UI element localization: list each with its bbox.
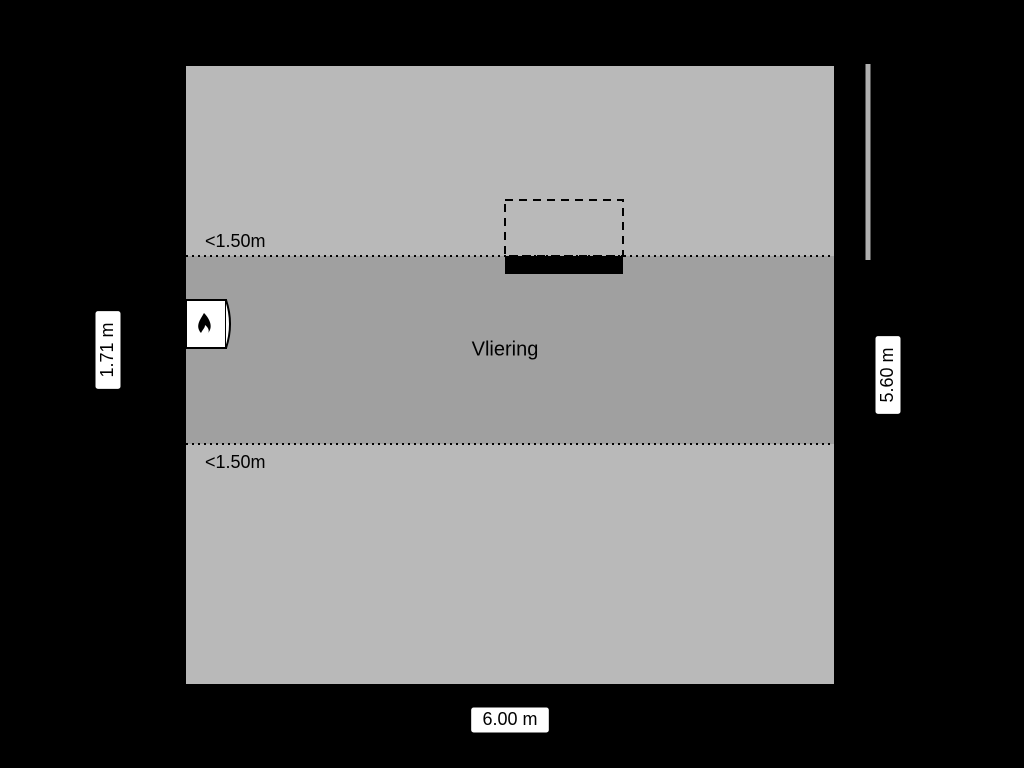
dimension-label: 1.71 m (95, 311, 121, 390)
svg-text:5.60 m: 5.60 m (877, 347, 897, 402)
heater-symbol (186, 300, 230, 348)
headroom-note: <1.50m (205, 452, 266, 472)
headroom-note: <1.50m (205, 231, 266, 251)
svg-text:1.71 m: 1.71 m (97, 322, 117, 377)
dimension-label: 5.60 m (875, 336, 901, 415)
stair-step (505, 256, 623, 274)
room-label: Vliering (472, 338, 539, 360)
svg-text:6.00 m: 6.00 m (482, 709, 537, 729)
dimension-label: 6.00 m (471, 707, 550, 733)
